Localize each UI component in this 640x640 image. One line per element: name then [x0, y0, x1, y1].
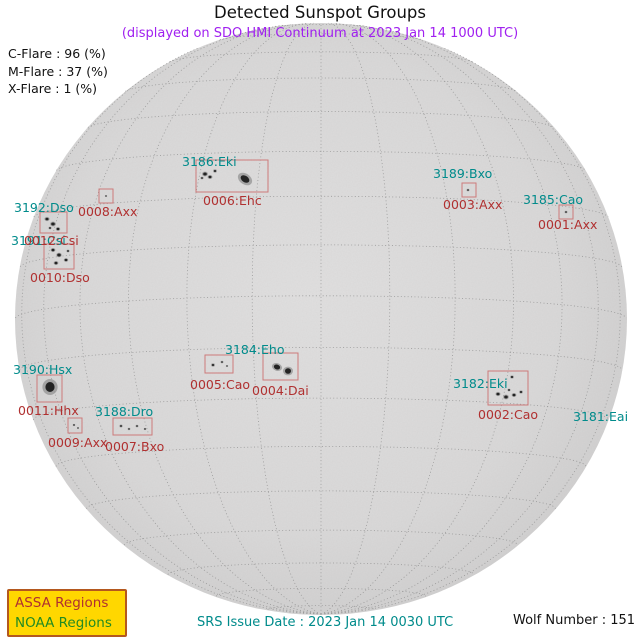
sunspot-core	[57, 253, 61, 257]
wolf-number: Wolf Number : 151	[513, 613, 636, 628]
sunspot-core	[136, 425, 138, 427]
legend: ASSA Regions NOAA Regions	[7, 589, 127, 637]
grid-line	[320, 22, 456, 615]
sunspot-core	[496, 392, 500, 396]
grid-line	[186, 22, 322, 615]
grid-line	[55, 445, 587, 467]
sunspot-core	[128, 428, 130, 430]
region-boxes-layer	[36, 159, 574, 436]
grid-line	[123, 529, 519, 546]
sunspot-core	[211, 364, 215, 366]
grid-line	[127, 24, 322, 615]
sunspot-core	[201, 177, 203, 179]
sunspot-core	[105, 195, 107, 197]
grid-line	[87, 111, 555, 128]
region-box	[43, 243, 75, 270]
grid-line	[320, 47, 621, 615]
sunspot-core	[504, 395, 508, 399]
region-box	[67, 417, 83, 434]
grid-line	[320, 24, 515, 615]
sunspot-core	[240, 175, 250, 183]
sunspot-core	[120, 425, 122, 427]
flare-probabilities: C-Flare : 96 (%) M-Flare : 37 (%) X-Flar…	[8, 45, 108, 98]
region-box	[36, 374, 63, 403]
sunspot-core	[565, 211, 567, 213]
sunspots-layer	[42, 169, 568, 431]
srs-issue-date: SRS Issue Date : 2023 Jan 14 0030 UTC	[197, 615, 454, 630]
region-box	[558, 204, 574, 220]
grid-line	[19, 244, 623, 267]
grid-line	[15, 295, 627, 319]
region-box	[461, 182, 477, 198]
legend-assa-regions: ASSA Regions	[15, 594, 109, 611]
grid-line	[33, 397, 609, 421]
grid-line	[267, 605, 375, 610]
sunspot-core	[203, 172, 207, 176]
grid-line	[320, 22, 391, 615]
sunspot-core	[467, 189, 469, 191]
region-box	[98, 188, 114, 204]
sunspot-core	[77, 427, 79, 429]
legend-noaa-regions: NOAA Regions	[15, 614, 112, 631]
page-title: Detected Sunspot Groups	[214, 3, 426, 22]
sunspot-core	[73, 424, 75, 426]
grid-line	[169, 51, 473, 62]
sunspot-core	[54, 261, 58, 265]
sunspot-core	[45, 382, 55, 392]
sunspot-core	[49, 227, 51, 229]
sunspot-core	[226, 365, 228, 367]
region-box	[112, 417, 153, 436]
sunspot-core	[519, 391, 523, 393]
heliographic-grid	[15, 22, 627, 615]
grid-line	[251, 22, 322, 615]
sunspot-core	[144, 428, 146, 430]
sunspot-core	[221, 361, 223, 363]
region-box	[487, 370, 529, 406]
grid-line	[21, 47, 322, 615]
region-box	[204, 354, 234, 374]
grid-line	[56, 150, 586, 171]
sunspot-core	[51, 248, 55, 252]
sunspot-core	[512, 393, 516, 397]
sunspot-core	[285, 368, 291, 374]
grid-line	[219, 33, 423, 41]
sunspot-core	[273, 364, 281, 370]
sunspot-core	[213, 170, 217, 172]
subtitle: (displayed on SDO HMI Continuum at 2023 …	[121, 26, 519, 41]
sunspot-core	[64, 258, 68, 262]
sunspot-core	[51, 222, 55, 226]
region-box	[39, 211, 68, 234]
sunspot-core	[56, 227, 60, 231]
region-box	[262, 352, 299, 381]
sunspot-core	[508, 389, 510, 391]
region-box	[195, 159, 269, 193]
m-flare-probability: M-Flare : 37 (%)	[8, 63, 108, 79]
sunspot-core	[510, 376, 514, 378]
sunspot-core	[45, 217, 49, 221]
grid-line	[33, 195, 609, 218]
c-flare-probability: C-Flare : 96 (%)	[8, 46, 106, 61]
grid-line	[215, 587, 427, 597]
x-flare-probability: X-Flare : 1 (%)	[8, 81, 98, 96]
sunspot-core	[67, 250, 69, 252]
sunspot-core	[208, 175, 212, 179]
